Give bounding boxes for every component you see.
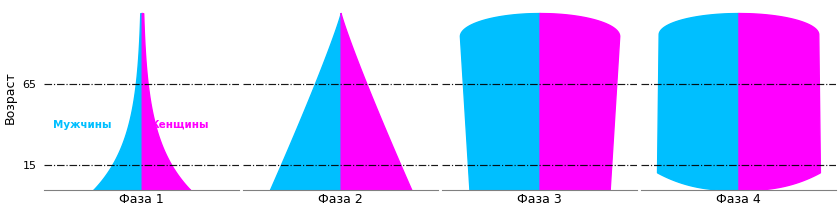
Text: Женщины: Женщины: [147, 119, 209, 130]
X-axis label: Фаза 4: Фаза 4: [716, 193, 761, 206]
X-axis label: Фаза 2: Фаза 2: [318, 193, 363, 206]
Y-axis label: Возраст: Возраст: [4, 71, 17, 123]
Text: Мужчины: Мужчины: [53, 119, 112, 130]
X-axis label: Фаза 3: Фаза 3: [517, 193, 562, 206]
X-axis label: Фаза 1: Фаза 1: [119, 193, 164, 206]
